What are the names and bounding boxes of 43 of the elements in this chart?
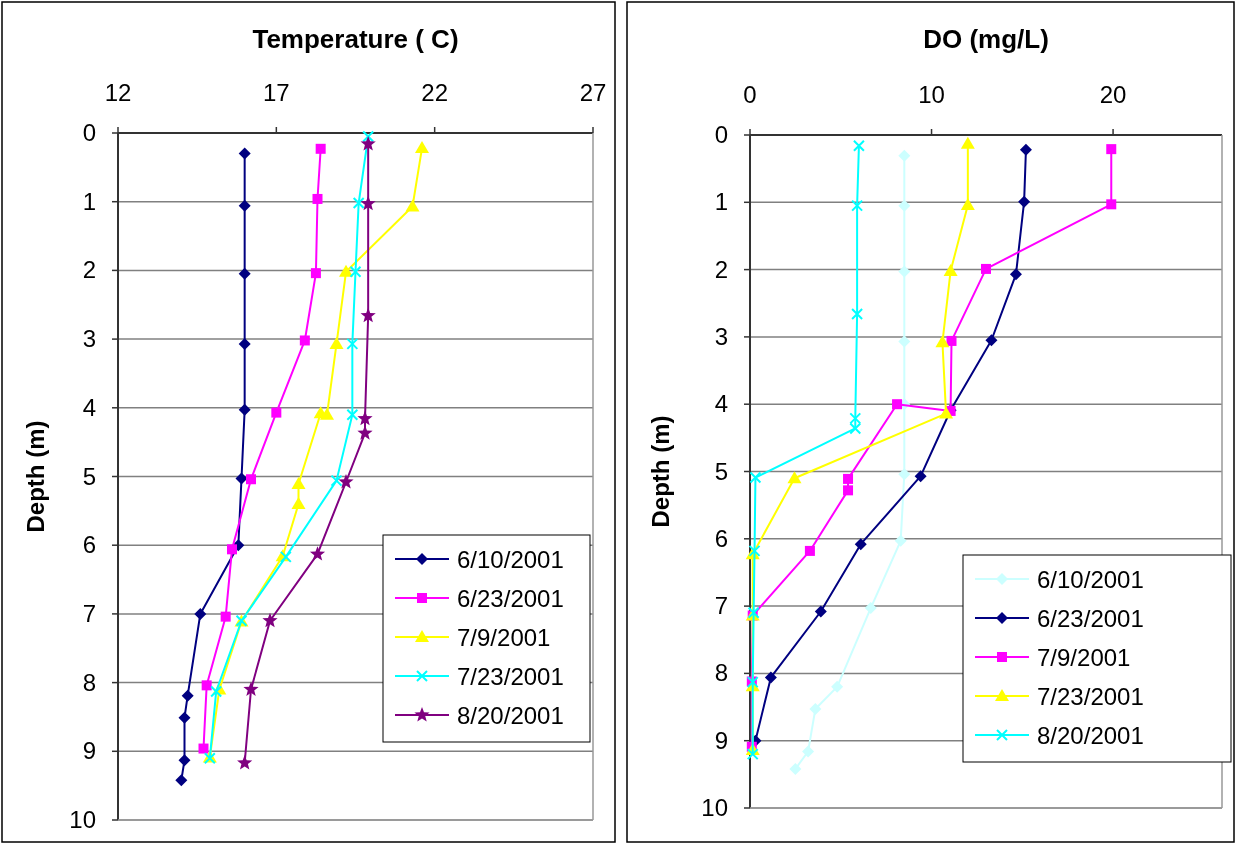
legend-label: 7/9/2001 (457, 624, 551, 651)
legend-label: 6/23/2001 (1037, 605, 1144, 632)
y-tick-label: 4 (714, 390, 728, 418)
y-tick-label: 0 (82, 119, 96, 146)
y-tick-label: 6 (714, 524, 728, 552)
y-tick-label: 3 (714, 322, 728, 350)
x-tick-label: 27 (579, 79, 607, 106)
y-tick-label: 4 (82, 393, 96, 421)
y-axis-title: Depth (m) (647, 415, 674, 528)
y-tick-label: 8 (82, 668, 96, 696)
x-tick-label: 17 (262, 79, 290, 106)
y-tick-label: 10 (69, 806, 96, 833)
legend-label: 6/10/2001 (1037, 566, 1144, 593)
chart-title: Temperature ( C) (252, 24, 459, 54)
y-tick-label: 6 (82, 531, 96, 559)
y-tick-label: 3 (82, 325, 96, 353)
y-tick-label: 9 (714, 726, 728, 754)
y-tick-label: 5 (714, 457, 728, 485)
x-tick-label: 20 (1099, 81, 1127, 108)
y-tick-label: 5 (82, 462, 96, 490)
legend-label: 6/10/2001 (457, 546, 564, 573)
x-tick-label: 10 (918, 81, 945, 108)
y-tick-label: 1 (714, 188, 728, 216)
x-tick-label: 0 (743, 81, 757, 108)
legend-label: 8/20/2001 (457, 702, 564, 729)
y-tick-label: 10 (701, 794, 728, 821)
y-axis-title: Depth (m) (22, 420, 49, 533)
y-tick-label: 0 (714, 121, 728, 148)
y-tick-label: 7 (714, 592, 728, 620)
legend-label: 7/23/2001 (457, 663, 564, 690)
legend-label: 7/9/2001 (1037, 644, 1131, 671)
y-tick-label: 9 (82, 737, 96, 765)
y-tick-label: 7 (82, 599, 96, 627)
x-tick-label: 22 (421, 79, 449, 106)
chart-title: DO (mg/L) (923, 24, 1049, 54)
y-tick-label: 2 (714, 255, 728, 283)
y-tick-label: 2 (82, 256, 96, 284)
y-tick-label: 8 (714, 659, 728, 687)
legend-label: 6/23/2001 (457, 585, 564, 612)
x-tick-label: 12 (104, 79, 132, 106)
y-tick-label: 1 (82, 187, 96, 215)
legend-label: 7/23/2001 (1037, 683, 1144, 710)
legend-label: 8/20/2001 (1037, 722, 1144, 749)
